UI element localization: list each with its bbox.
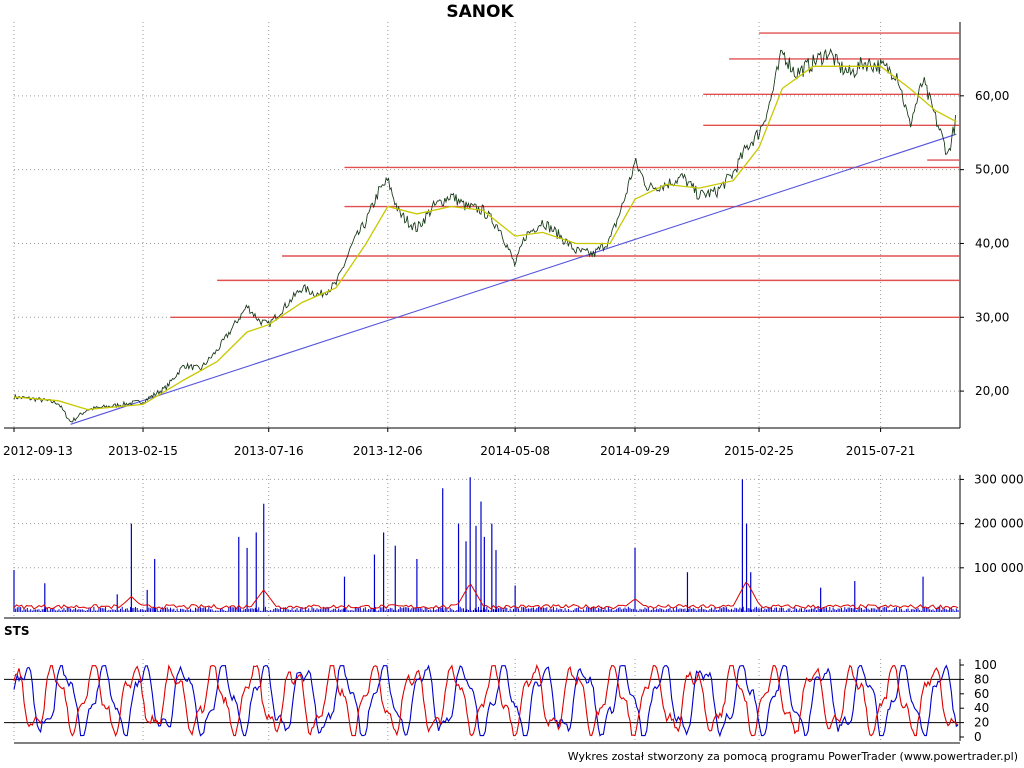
volume-y-tick-label: 200 000	[974, 517, 1024, 531]
sts-k-line	[13, 664, 959, 738]
x-tick-label: 2014-05-08	[480, 444, 550, 458]
x-tick-label: 2015-07-21	[846, 444, 916, 458]
sts-y-tick-label: 40	[974, 701, 989, 715]
y-tick-label: 20,00	[975, 384, 1009, 398]
price-series-line	[13, 48, 956, 423]
x-tick-label: 2013-02-15	[108, 444, 178, 458]
x-tick-label: 2014-09-29	[600, 444, 670, 458]
sts-y-tick-label: 80	[974, 672, 989, 686]
volume-y-tick-label: 300 000	[974, 472, 1024, 486]
sts-y-tick-label: 20	[974, 716, 989, 730]
x-tick-label: 2015-02-25	[724, 444, 794, 458]
sts-y-tick-label: 60	[974, 687, 989, 701]
volume-y-tick-label: 100 000	[974, 561, 1024, 575]
y-tick-label: 50,00	[975, 163, 1009, 177]
price-series-bars	[13, 48, 956, 423]
x-tick-label: 2013-07-16	[234, 444, 304, 458]
y-tick-label: 60,00	[975, 89, 1009, 103]
sts-y-tick-label: 100	[974, 658, 997, 672]
oscillator-label: STS	[4, 624, 30, 638]
support-trendline	[70, 133, 957, 425]
moving-average-line	[13, 65, 957, 411]
footer-credit: Wykres został stworzony za pomocą progra…	[567, 750, 1018, 763]
sts-y-tick-label: 0	[974, 730, 982, 744]
y-tick-label: 30,00	[975, 310, 1009, 324]
volume-average-line	[13, 581, 959, 610]
y-tick-label: 40,00	[975, 236, 1009, 250]
chart-title: SANOK	[446, 2, 514, 22]
sts-d-line	[13, 664, 959, 738]
x-tick-label: 2013-12-06	[353, 444, 423, 458]
x-tick-label: 2012-09-13	[3, 444, 73, 458]
